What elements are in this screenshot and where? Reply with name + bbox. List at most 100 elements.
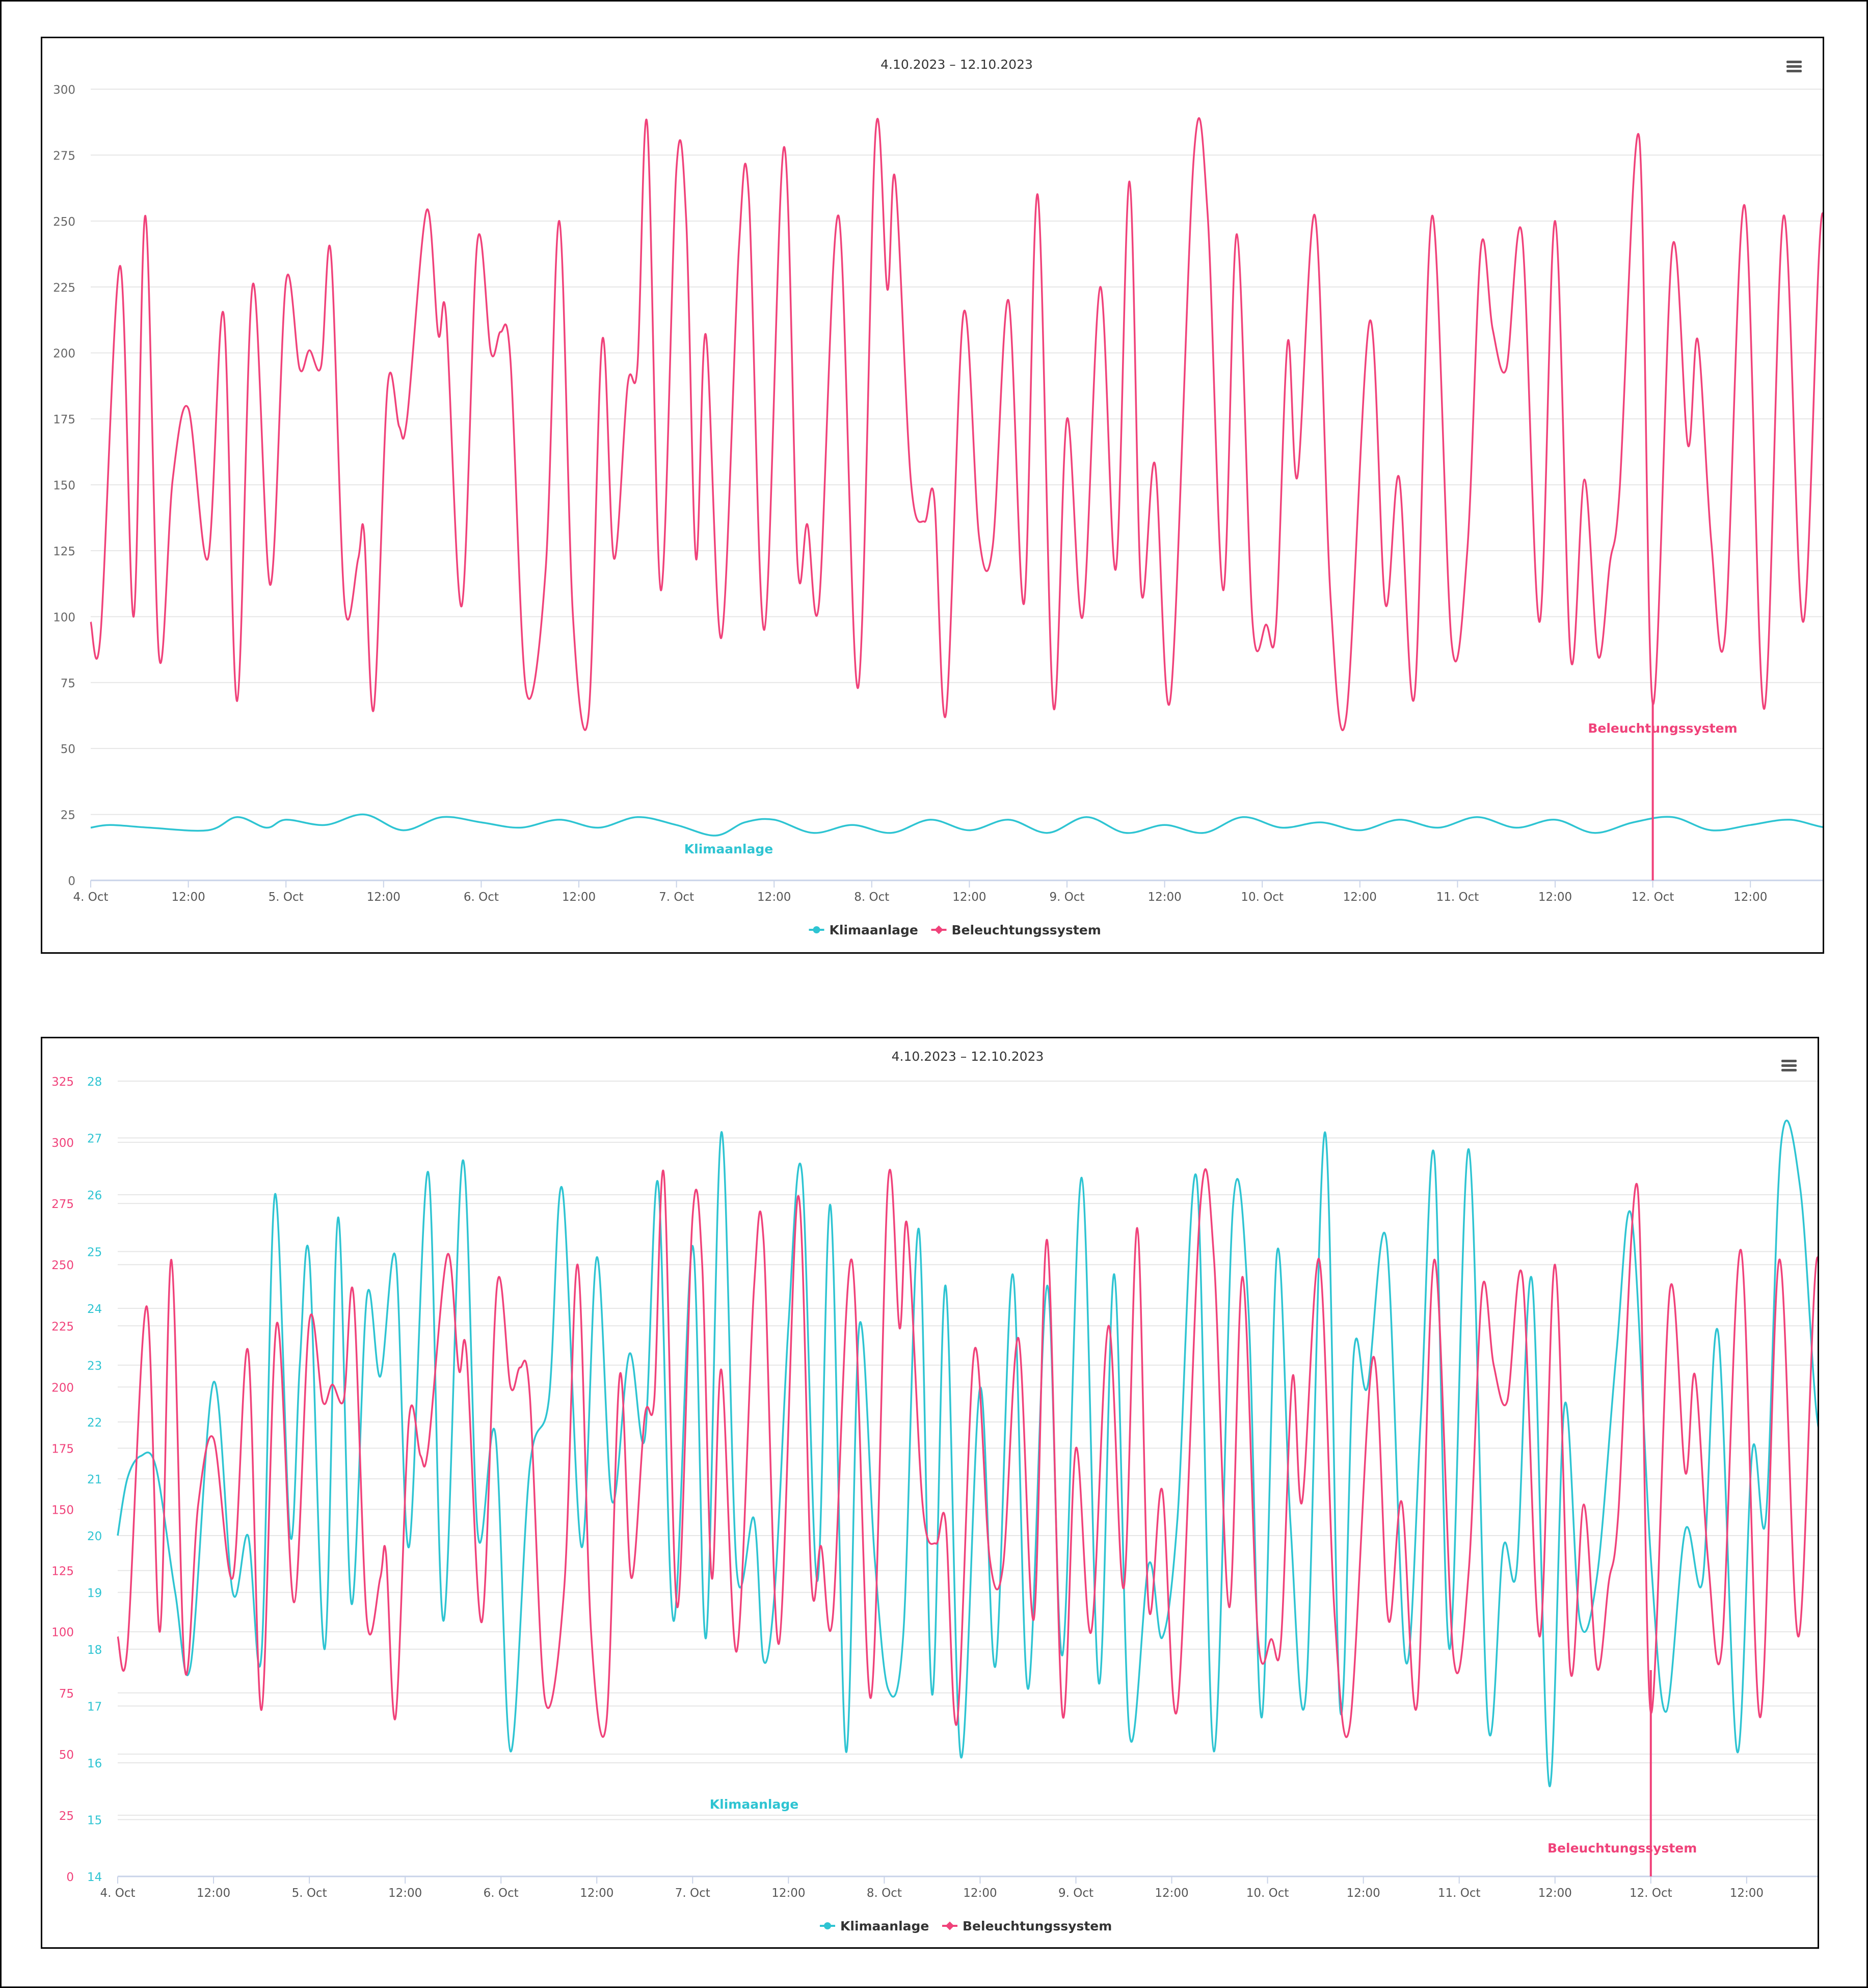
legend-item-beleuchtungssystem[interactable]: Beleuchtungssystem [931, 923, 1101, 937]
y-tick-label: 275 [51, 1198, 74, 1211]
y-tick-label: 150 [53, 479, 75, 493]
hamburger-menu-icon[interactable] [1785, 58, 1803, 76]
x-tick-label: 6. Oct [464, 891, 499, 904]
series-line-klimaanlage [90, 813, 1823, 837]
x-tick-label: 12:00 [197, 1887, 230, 1900]
series-line-beleuchtungssystem [117, 1168, 1818, 1738]
x-tick-label: 12:00 [580, 1887, 613, 1900]
legend-label-beleuchtungssystem: Beleuchtungssystem [952, 923, 1101, 937]
chart-panel-single-axis: 4.10.2023 – 12.10.2023 0 25 50 75 100 125 150 17… [41, 37, 1824, 954]
x-tick-label: 9. Oct [1049, 891, 1084, 904]
x-tick-label: 12:00 [963, 1887, 997, 1900]
y-tick-label: 175 [51, 1442, 74, 1456]
y-tick-label: 100 [51, 1626, 74, 1640]
x-tick-label: 12. Oct [1632, 891, 1674, 904]
y-tick-label: 25 [59, 1810, 74, 1823]
legend-item-klimaanlage[interactable]: Klimaanlage [809, 923, 918, 937]
series-annotation-beleuchtungssystem: Beleuchtungssystem [1588, 721, 1737, 736]
x-tick-label: 11. Oct [1438, 1887, 1481, 1900]
y-tick-label: 50 [61, 743, 75, 756]
y-tick-label: 175 [53, 413, 75, 426]
x-tick-label: 9. Oct [1058, 1887, 1093, 1900]
x-tick-label: 12:00 [1538, 891, 1572, 904]
x-tick-label: 8. Oct [867, 1887, 902, 1900]
series-line-klimaanlage [117, 1119, 1818, 1787]
x-tick-label: 10. Oct [1241, 891, 1284, 904]
y-tick-label: 250 [53, 216, 75, 229]
y-tick-label: 300 [53, 84, 75, 97]
x-tick-label: 12. Oct [1630, 1887, 1672, 1900]
y-tick-label-klima: 22 [87, 1416, 102, 1430]
x-tick-label: 12:00 [1343, 891, 1377, 904]
y-tick-label-klima: 28 [87, 1076, 102, 1089]
x-tick-label: 12:00 [367, 891, 401, 904]
x-tick-label: 11. Oct [1436, 891, 1479, 904]
hamburger-menu-icon[interactable] [1780, 1057, 1798, 1075]
x-tick-label: 5. Oct [292, 1887, 327, 1900]
x-tick-label: 12:00 [1148, 891, 1181, 904]
y-tick-label-klima: 16 [87, 1757, 102, 1770]
x-tick-label: 12:00 [1730, 1887, 1764, 1900]
y-tick-label: 25 [61, 809, 75, 822]
x-tick-label: 7. Oct [659, 891, 694, 904]
x-tick-label: 6. Oct [484, 1887, 519, 1900]
x-tick-label: 10. Oct [1246, 1887, 1289, 1900]
y-tick-label: 225 [53, 281, 75, 294]
chart-panel-dual-axis: 4.10.2023 – 12.10.2023 0 25 50 75 100 125 150 17… [41, 1037, 1819, 1949]
y-tick-label-klima: 26 [87, 1189, 102, 1202]
line-chart-dual-axis: 4.10.2023 – 12.10.2023 0 25 50 75 100 125 150 17… [51, 1049, 1818, 1933]
x-tick-label: 4. Oct [73, 891, 108, 904]
y-tick-label: 275 [53, 149, 75, 163]
y-tick-label-klima: 18 [87, 1644, 102, 1657]
series-line-beleuchtungssystem [90, 117, 1823, 731]
y-tick-label: 0 [66, 1871, 74, 1884]
y-tick-label: 75 [61, 677, 75, 690]
series-annotation-klimaanlage: Klimaanlage [684, 842, 773, 856]
y-tick-label-klima: 15 [87, 1814, 102, 1828]
x-tick-label: 12:00 [1346, 1887, 1380, 1900]
legend: Klimaanlage Beleuchtungssystem [809, 923, 1101, 937]
grid-lines [91, 89, 1823, 815]
y-tick-label: 150 [51, 1504, 74, 1517]
legend-label-beleuchtungssystem: Beleuchtungssystem [963, 1919, 1112, 1933]
x-tick-label: 12:00 [771, 1887, 805, 1900]
legend-item-klimaanlage[interactable]: Klimaanlage [820, 1919, 929, 1933]
series-annotation-klimaanlage: Klimaanlage [710, 1797, 798, 1812]
legend-marker-beleuchtungssystem [935, 925, 943, 934]
x-tick-label: 7. Oct [675, 1887, 710, 1900]
x-tick-label: 12:00 [1155, 1887, 1188, 1900]
legend-marker-klimaanlage [813, 926, 820, 933]
x-tick-label: 12:00 [952, 891, 986, 904]
y-tick-label: 50 [59, 1749, 74, 1762]
line-chart-single-axis: 4.10.2023 – 12.10.2023 0 25 50 75 100 125 150 17… [53, 57, 1823, 937]
y-tick-label-klima: 20 [87, 1530, 102, 1543]
y-tick-label: 0 [68, 875, 75, 888]
y-tick-label: 200 [51, 1381, 74, 1394]
y-tick-label: 325 [51, 1076, 74, 1089]
y-tick-label-klima: 19 [87, 1587, 102, 1600]
y-tick-label-klima: 25 [87, 1246, 102, 1259]
x-tick-label: 12:00 [171, 891, 205, 904]
y-tick-label: 250 [51, 1259, 74, 1272]
chart-title: 4.10.2023 – 12.10.2023 [880, 57, 1033, 72]
y-tick-label: 125 [51, 1565, 74, 1578]
legend-label-klimaanlage: Klimaanlage [830, 923, 918, 937]
y-tick-label: 300 [51, 1137, 74, 1150]
y-tick-label: 125 [53, 545, 75, 558]
y-tick-label: 75 [59, 1687, 74, 1701]
legend-item-beleuchtungssystem[interactable]: Beleuchtungssystem [942, 1919, 1112, 1933]
series-annotation-beleuchtungssystem: Beleuchtungssystem [1547, 1841, 1697, 1856]
y-tick-label-klima: 23 [87, 1360, 102, 1373]
y-tick-label-klima: 24 [87, 1303, 102, 1316]
y-tick-label-klima: 27 [87, 1133, 102, 1146]
y-tick-label-klima: 14 [87, 1871, 102, 1884]
grid-lines [118, 1081, 1818, 1820]
x-tick-label: 8. Oct [854, 891, 889, 904]
chart-title: 4.10.2023 – 12.10.2023 [892, 1049, 1044, 1064]
y-tick-label-klima: 21 [87, 1473, 102, 1487]
x-tick-label: 12:00 [1538, 1887, 1572, 1900]
legend-marker-klimaanlage [824, 1922, 831, 1929]
x-tick-label: 12:00 [757, 891, 791, 904]
y-tick-label: 100 [53, 611, 75, 624]
